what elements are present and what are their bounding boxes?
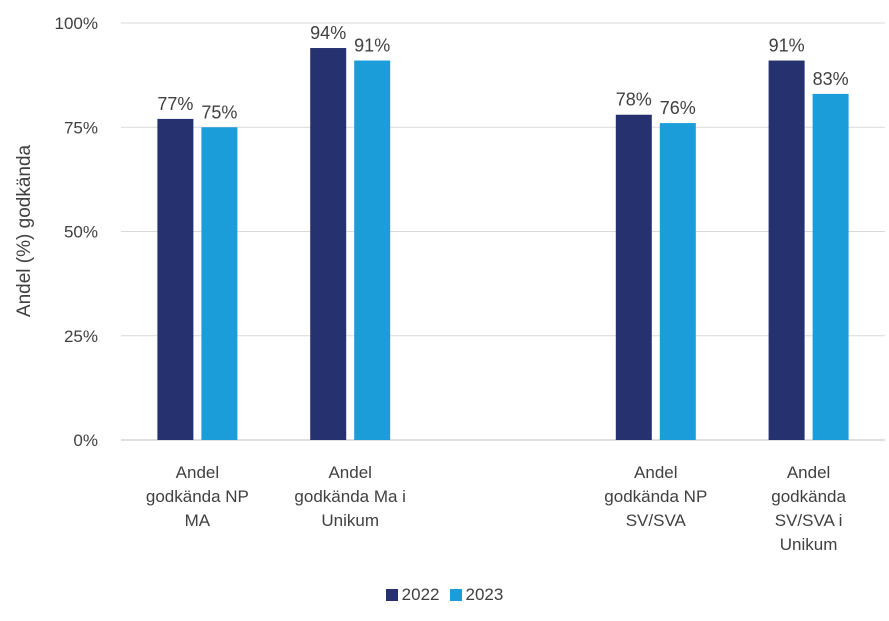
y-tick-label: 0%	[73, 431, 98, 450]
data-label-2023-4: 83%	[813, 69, 849, 89]
data-labels: 77% 75% 94% 91% 78% 76% 91% 83%	[157, 23, 848, 122]
category-label: Andel godkända Ma i Unikum	[294, 463, 406, 530]
bar-2023-3	[659, 123, 696, 440]
y-tick-label: 75%	[64, 118, 98, 137]
category-label-line: Unikum	[321, 511, 379, 530]
category-label-line: godkända	[771, 487, 846, 506]
bar-2022-0	[157, 118, 194, 440]
bar-2022-1	[310, 48, 347, 441]
category-label-line: Unikum	[780, 535, 838, 554]
category-label-line: MA	[185, 511, 211, 530]
legend-item-2023: 2023	[449, 585, 504, 605]
bars	[157, 48, 849, 441]
category-label: Andel godkända SV/SVA i Unikum	[771, 463, 846, 554]
bar-2023-1	[354, 60, 391, 440]
category-label-line: SV/SVA i	[775, 511, 843, 530]
data-label-2022-3: 78%	[616, 90, 652, 110]
category-label-line: Andel	[176, 463, 219, 482]
category-label: Andel godkända NP MA	[146, 463, 249, 530]
data-label-2022-0: 77%	[157, 94, 193, 114]
bar-2022-4	[768, 60, 805, 440]
bar-2023-4	[812, 93, 849, 440]
y-tick-label: 100%	[55, 14, 98, 33]
data-label-2022-1: 94%	[310, 23, 346, 43]
legend-swatch-2023	[449, 589, 462, 601]
legend-item-2022: 2022	[385, 585, 440, 605]
data-label-2022-4: 91%	[769, 36, 805, 56]
category-label-line: SV/SVA	[626, 511, 687, 530]
category-label-line: Andel	[787, 463, 830, 482]
data-label-2023-1: 91%	[354, 36, 390, 56]
legend-label-2022: 2022	[401, 585, 440, 604]
gridlines	[121, 22, 885, 441]
bar-2023-0	[201, 127, 238, 440]
legend-swatch-2022	[385, 589, 398, 601]
y-axis-label: Andel (%) godkända	[14, 144, 35, 317]
category-label-line: Andel	[634, 463, 677, 482]
data-label-2023-0: 75%	[201, 102, 237, 122]
category-label-line: godkända NP	[146, 487, 249, 506]
legend-label-2023: 2023	[465, 585, 504, 604]
category-labels: Andel godkända NP MA Andel godkända Ma i Unik…	[146, 463, 847, 554]
category-label: Andel godkända NP SV/SVA	[604, 463, 707, 530]
y-tick-labels: 0% 25% 50% 75% 100%	[55, 14, 98, 450]
y-tick-label: 25%	[64, 327, 98, 346]
category-label-line: godkända NP	[604, 487, 707, 506]
data-label-2023-3: 76%	[660, 98, 696, 118]
category-label-line: Andel	[328, 463, 371, 482]
legend: 2022 2023	[0, 585, 889, 605]
bar-2022-3	[615, 114, 652, 441]
category-label-line: godkända Ma i	[294, 487, 406, 506]
y-tick-label: 50%	[64, 223, 98, 242]
